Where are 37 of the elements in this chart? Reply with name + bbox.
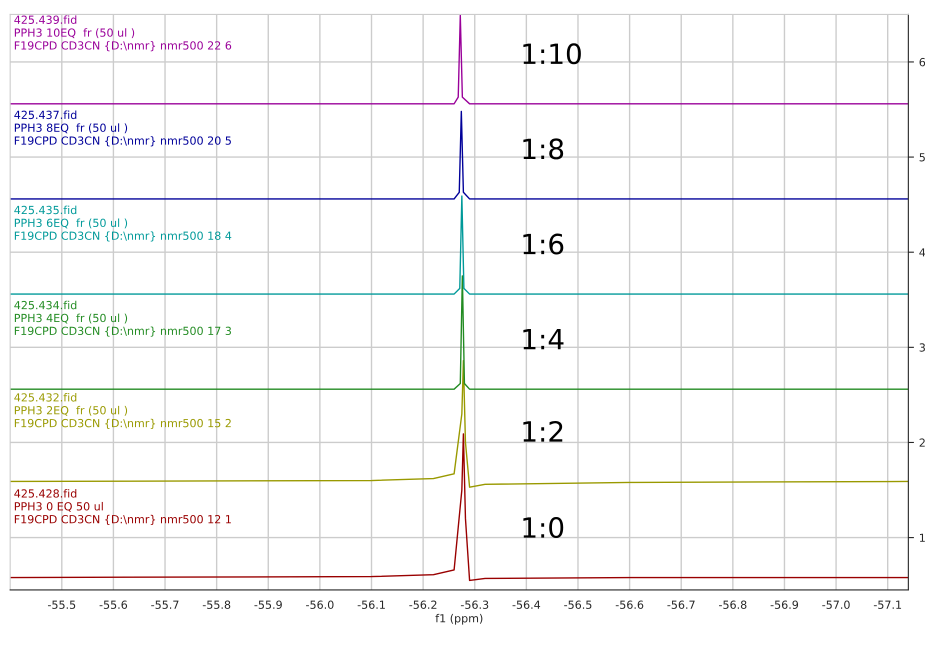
x-tick-label: -56.9 (770, 600, 798, 609)
annotation: 1:2 (523, 420, 562, 442)
x-tick-label: -56.1 (358, 600, 385, 609)
text: 425.435.fid PPH3 6EQ fr (50 ul ) F19CPD CD3CN {D:\nmr} nmr500 18 4 (14, 206, 232, 242)
x-tick-label: -55.7 (151, 600, 178, 609)
x-tick-label: -56.0 (306, 600, 334, 609)
annotation: 1:10 (523, 43, 581, 64)
x-tick-label: -55.9 (254, 600, 282, 609)
x-tick-label: -56.2 (409, 600, 436, 609)
x-tick-label: -56.8 (719, 600, 746, 609)
x-axis-title: f1 (ppm) (435, 614, 482, 625)
y-tick-label: 4 (919, 248, 925, 256)
annotation: 1:6 (523, 234, 564, 255)
y-tick-label: 3 (920, 343, 925, 352)
x-tick-label: -56.4 (512, 600, 540, 609)
annotation: 1:0 (523, 517, 564, 538)
y-tick-label: 1 (920, 534, 925, 542)
text: 425.439.fid PPH3 10EQ fr (50 ul ) F19CPD CD3CN {D:\nmr} nmr500 22 6 (14, 15, 232, 52)
y-tick-label: 5 (920, 153, 925, 162)
text: 425.432.fid PPH3 2EQ fr (50 ul ) F19CPD CD3CN {D:\nmr} nmr500 15 2 (14, 392, 231, 429)
x-tick-label: -56.5 (564, 600, 592, 609)
text: 425.428.fid PPH3 0 EQ 50 ul F19CPD CD3CN {D:\nmr} nmr500 12 1 (14, 489, 231, 526)
x-tick-label: -55.8 (202, 600, 230, 609)
y-tick-label: 2 (920, 438, 925, 447)
annotation: 1:4 (523, 329, 564, 350)
x-tick-label: -55.6 (100, 600, 128, 609)
line-series (10, 360, 908, 488)
text: 425.437.fid PPH3 8EQ fr (50 ul ) F19CPD CD3CN {D:\nmr} nmr500 20 5 (14, 110, 231, 146)
text: 425.434.fid PPH3 4EQ fr (50 ul ) F19CPD CD3CN {D:\nmr} nmr500 17 3 (14, 300, 231, 337)
x-tick-label: -56.7 (667, 600, 695, 609)
x-tick-label: -56.6 (616, 600, 644, 609)
x-tick-label: -57.0 (822, 600, 850, 609)
x-tick-label: -56.3 (460, 600, 488, 609)
y-tick-label: 6 (920, 58, 925, 66)
x-tick-label: -55.5 (48, 600, 76, 609)
annotation: 1:8 (523, 138, 564, 160)
x-tick-label: -57.1 (874, 600, 902, 609)
